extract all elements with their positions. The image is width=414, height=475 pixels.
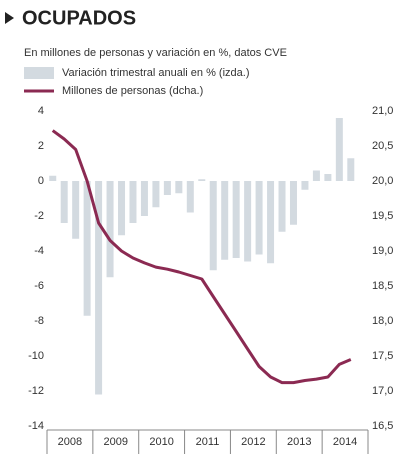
y-tick-label: -2 [34, 210, 44, 222]
y2-tick-label: 20,0 [372, 175, 393, 187]
bar [60, 181, 68, 223]
x-group-label: 2013 [287, 436, 311, 448]
x-group-label: 2008 [58, 436, 82, 448]
bar [301, 181, 309, 190]
x-group-label: 2009 [104, 436, 128, 448]
bar [312, 170, 320, 181]
bar [72, 181, 80, 239]
bar [106, 181, 114, 278]
y-tick-label: -10 [28, 350, 44, 362]
bar [244, 181, 252, 262]
bar [324, 174, 332, 181]
y-tick-label: -14 [28, 420, 44, 432]
x-group-label: 2014 [333, 436, 357, 448]
bar [232, 181, 240, 258]
chart-subtitle: En millones de personas y variación en %… [24, 47, 287, 59]
y2-tick-label: 17,0 [372, 385, 393, 397]
bar [140, 181, 148, 216]
x-group-label: 2010 [149, 436, 173, 448]
title-marker [5, 12, 14, 24]
bar [83, 181, 91, 316]
legend-swatch [24, 67, 54, 79]
y-tick-label: -12 [28, 385, 44, 397]
bar [221, 181, 229, 260]
bar [278, 181, 286, 232]
legend-label: Millones de personas (dcha.) [62, 85, 203, 97]
y2-tick-label: 19,0 [372, 245, 393, 257]
bar [198, 179, 206, 181]
bar [49, 175, 57, 181]
bar [175, 181, 183, 194]
y2-tick-label: 19,5 [372, 210, 393, 222]
y2-tick-label: 21,0 [372, 105, 393, 117]
bar [186, 181, 194, 213]
y-tick-label: -6 [34, 280, 44, 292]
y2-tick-label: 16,5 [372, 420, 393, 432]
y-tick-label: -4 [34, 245, 44, 257]
bar [289, 181, 297, 225]
legend-label: Variación trimestral anuali en % (izda.) [62, 67, 249, 79]
y2-tick-label: 18,5 [372, 280, 393, 292]
y-tick-label: -8 [34, 315, 44, 327]
y-tick-label: 4 [38, 105, 44, 117]
bar [129, 181, 137, 223]
line [51, 129, 352, 385]
y2-tick-label: 17,5 [372, 350, 393, 362]
y2-tick-label: 18,0 [372, 315, 393, 327]
x-group-label: 2012 [241, 436, 265, 448]
bar [118, 181, 126, 236]
bar [163, 181, 171, 195]
bar [95, 181, 103, 395]
bar [209, 181, 217, 271]
bar [255, 181, 263, 255]
bar [347, 158, 355, 181]
y2-tick-label: 20,5 [372, 140, 393, 152]
x-group-label: 2011 [196, 436, 220, 448]
chart-title: OCUPADOS [22, 7, 136, 29]
bar [267, 181, 275, 264]
y-tick-label: 0 [38, 175, 44, 187]
bar [152, 181, 160, 208]
y-tick-label: 2 [38, 140, 44, 152]
bar [335, 118, 343, 181]
